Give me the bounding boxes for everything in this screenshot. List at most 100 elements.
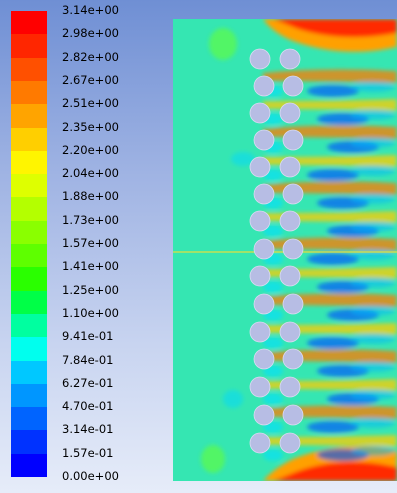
contour-band xyxy=(351,306,395,316)
cylinder xyxy=(279,432,301,454)
contour-band xyxy=(201,445,225,473)
contour-band xyxy=(351,222,395,232)
colormap-swatch xyxy=(11,104,47,128)
colormap-tick-label: 2.04e+00 xyxy=(62,166,119,181)
contour-band xyxy=(351,194,395,204)
colormap-legend: 3.14e+00 2.98e+00 2.82e+00 2.67e+00 2.51e+00… xyxy=(0,0,165,493)
colormap-tick-label: 4.70e-01 xyxy=(62,399,114,414)
colormap-swatch xyxy=(11,80,47,105)
contour-plot-canvas xyxy=(173,19,397,481)
cylinder xyxy=(253,293,275,315)
cylinder xyxy=(253,129,275,151)
contour-band xyxy=(351,82,395,92)
cylinder xyxy=(253,183,275,205)
contour-band xyxy=(263,69,397,83)
cylinder xyxy=(249,265,271,287)
cylinder xyxy=(253,75,275,97)
colormap-tick-label: 0.00e+00 xyxy=(62,469,119,483)
colormap-swatch xyxy=(11,127,47,151)
contour-band xyxy=(263,281,283,293)
cylinder xyxy=(249,156,271,178)
colormap-tick-label: 2.82e+00 xyxy=(62,49,119,64)
cylinder xyxy=(249,321,271,343)
contour-band xyxy=(273,19,397,38)
cylinder xyxy=(249,102,271,124)
cylinder xyxy=(249,210,271,232)
colormap-tick-label: 2.35e+00 xyxy=(62,119,119,134)
cylinder xyxy=(279,321,301,343)
contour-band xyxy=(351,362,395,372)
cylinder xyxy=(279,210,301,232)
cylinder xyxy=(282,183,304,205)
colormap-swatch xyxy=(11,383,47,408)
colormap-swatch xyxy=(11,244,47,268)
colormap-tick-label: 1.41e+00 xyxy=(62,259,119,274)
contour-band xyxy=(263,449,283,461)
contour-band xyxy=(209,28,237,60)
cylinder xyxy=(279,102,301,124)
colormap-tick-label: 9.41e-01 xyxy=(62,329,114,344)
contour-band xyxy=(351,390,395,400)
cylinder xyxy=(282,129,304,151)
colormap-swatch xyxy=(11,430,47,454)
colormap-tick-label: 1.57e-01 xyxy=(62,445,114,460)
colormap-tick-label: 1.88e+00 xyxy=(62,189,119,204)
colormap-swatch xyxy=(11,220,47,245)
contour-band xyxy=(307,169,359,181)
cylinder xyxy=(249,376,271,398)
contour-band xyxy=(263,393,283,405)
colormap-swatch xyxy=(11,290,47,314)
colormap-swatch xyxy=(11,11,47,35)
contour-band xyxy=(307,85,359,97)
cylinder xyxy=(279,156,301,178)
colormap-tick-label: 3.14e-01 xyxy=(62,422,114,437)
colormap-tick-label: 1.73e+00 xyxy=(62,212,119,227)
cylinder xyxy=(282,348,304,370)
contour-band xyxy=(231,152,255,166)
contour-band xyxy=(351,446,395,456)
contour-band xyxy=(273,461,397,481)
colormap-tick-label: 7.84e-01 xyxy=(62,352,114,367)
contour-band xyxy=(351,278,395,288)
colormap-swatch xyxy=(11,174,47,198)
cylinder xyxy=(282,75,304,97)
contour-band xyxy=(223,390,243,408)
cylinder xyxy=(253,404,275,426)
colormap-tick-label: 2.67e+00 xyxy=(62,72,119,87)
contour-band xyxy=(351,418,395,428)
contour-band xyxy=(351,110,395,120)
colormap-tick-label: 3.14e+00 xyxy=(62,3,119,17)
cylinder xyxy=(282,238,304,260)
cylinder xyxy=(279,48,301,70)
colormap-swatch xyxy=(11,197,47,221)
colormap-swatch xyxy=(11,360,47,384)
colormap-swatch xyxy=(11,150,47,175)
contour-band xyxy=(351,334,395,344)
colormap-tick-label: 2.20e+00 xyxy=(62,142,119,157)
colormap-tick-label: 1.57e+00 xyxy=(62,236,119,250)
cylinder xyxy=(279,376,301,398)
contour-band xyxy=(351,138,395,148)
colormap-swatch xyxy=(11,267,47,291)
cylinder xyxy=(253,238,275,260)
contour-band xyxy=(263,225,283,237)
colormap-tick-label: 1.10e+00 xyxy=(62,305,119,320)
contour-band xyxy=(307,253,359,265)
cylinder xyxy=(282,404,304,426)
colormap-swatch xyxy=(11,313,47,338)
colormap-tick-label: 6.27e-01 xyxy=(62,375,114,390)
colormap-swatch xyxy=(11,57,47,81)
cylinder xyxy=(253,348,275,370)
contour-plot-viewport[interactable] xyxy=(173,19,397,481)
cylinder xyxy=(282,293,304,315)
colormap-swatch xyxy=(11,407,47,431)
colormap-swatch xyxy=(11,337,47,361)
cylinder xyxy=(279,265,301,287)
contour-band xyxy=(351,166,395,176)
contour-band xyxy=(307,421,359,433)
contour-band xyxy=(263,337,283,349)
colormap-tick-label: 2.98e+00 xyxy=(62,26,119,41)
contour-band xyxy=(307,337,359,349)
colormap-swatch xyxy=(11,34,47,58)
cylinder xyxy=(249,48,271,70)
